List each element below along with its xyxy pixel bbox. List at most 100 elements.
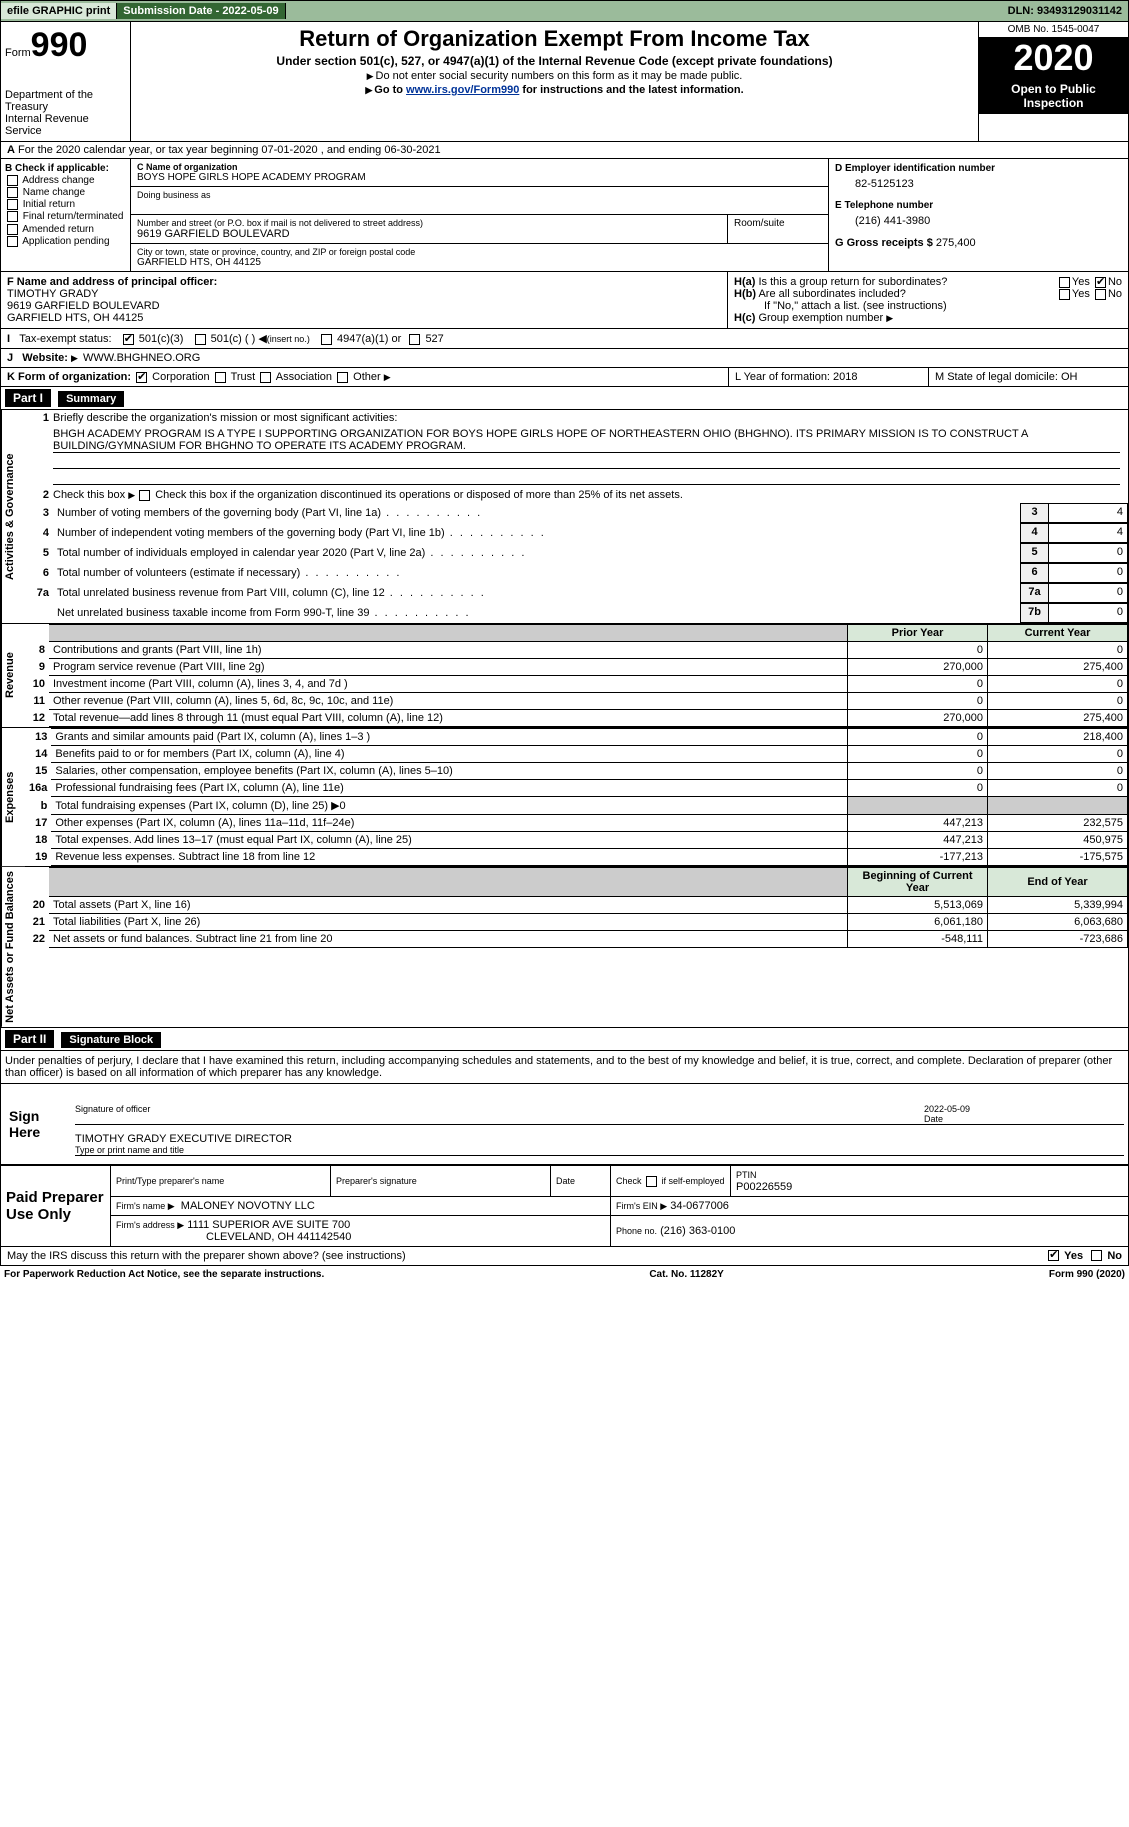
discuss-no[interactable] — [1091, 1250, 1102, 1261]
perjury-text: Under penalties of perjury, I declare th… — [5, 1055, 1124, 1079]
fin-py: 447,213 — [848, 815, 988, 832]
fin-py: 0 — [848, 780, 988, 797]
ptin-label: PTIN — [736, 1170, 757, 1180]
fin-cy: 0 — [988, 780, 1128, 797]
vtab-expenses: Expenses — [1, 728, 25, 866]
col-prior-year: Prior Year — [848, 625, 988, 642]
org-address: 9619 GARFIELD BOULEVARD — [137, 228, 721, 240]
opt-trust: Trust — [231, 371, 256, 383]
fin-desc: Total expenses. Add lines 13–17 (must eq… — [55, 834, 411, 846]
discuss-yes[interactable] — [1048, 1250, 1059, 1261]
hc-text: Group exemption number — [758, 312, 883, 324]
firm-phone-label: Phone no. — [616, 1226, 657, 1236]
note-goto-a: Go to — [374, 84, 406, 96]
chk-initial[interactable] — [7, 199, 18, 210]
opt-address-change: Address change — [22, 175, 94, 186]
chk-501c3[interactable] — [123, 334, 134, 345]
prep-name-label: Print/Type preparer's name — [116, 1176, 224, 1186]
fin-cy: 0 — [988, 746, 1128, 763]
prep-check: Check if self-employed — [616, 1176, 725, 1186]
fin-cy: 275,400 — [988, 710, 1128, 727]
form-header: Form990 Department of the Treasury Inter… — [0, 22, 1129, 142]
prep-date-label: Date — [556, 1176, 575, 1186]
chk-address-change[interactable] — [7, 175, 18, 186]
sig-officer-label: Signature of officer — [75, 1102, 924, 1124]
gov-line-val: 0 — [1048, 583, 1128, 603]
fin-py: 270,000 — [848, 659, 988, 676]
sig-name-label: Type or print name and title — [75, 1145, 184, 1155]
fin-cy: 0 — [988, 676, 1128, 693]
ha-no[interactable] — [1095, 277, 1106, 288]
prep-sig-label: Preparer's signature — [336, 1176, 417, 1186]
gov-line-num: 7a — [1020, 583, 1048, 603]
dln-label: DLN: 93493129031142 — [1002, 3, 1128, 19]
chk-name-change[interactable] — [7, 187, 18, 198]
opt-4947: 4947(a)(1) or — [337, 333, 401, 345]
sig-date-label: Date — [924, 1114, 943, 1124]
addr-label: Number and street (or P.O. box if mail i… — [137, 218, 721, 228]
ein-value: 82-5125123 — [855, 178, 1122, 190]
fin-desc: Total revenue—add lines 8 through 11 (mu… — [53, 712, 443, 724]
fin-cy: 218,400 — [988, 729, 1128, 746]
chk-other[interactable] — [337, 372, 348, 383]
part1-title: Summary — [58, 391, 124, 407]
vtab-activities: Activities & Governance — [1, 410, 25, 623]
firm-addr2: CLEVELAND, OH 441142540 — [116, 1231, 351, 1243]
gov-line-val: 0 — [1048, 563, 1128, 583]
fin-desc: Salaries, other compensation, employee b… — [55, 765, 452, 777]
firm-ein: 34-0677006 — [670, 1200, 729, 1212]
opt-501c3: 501(c)(3) — [139, 333, 184, 345]
chk-self-employed[interactable] — [646, 1176, 657, 1187]
opt-corp: Corporation — [152, 371, 209, 383]
year-formation: L Year of formation: 2018 — [728, 368, 928, 386]
opt-amended: Amended return — [22, 224, 94, 235]
opt-assoc: Association — [276, 371, 332, 383]
chk-527[interactable] — [409, 334, 420, 345]
fin-py: 5,513,069 — [848, 897, 988, 914]
hb-no[interactable] — [1095, 289, 1106, 300]
fin-cy: -723,686 — [988, 931, 1128, 948]
chk-assoc[interactable] — [260, 372, 271, 383]
officer-addr1: 9619 GARFIELD BOULEVARD — [7, 300, 160, 312]
gov-line-val: 4 — [1048, 503, 1128, 523]
chk-amended[interactable] — [7, 224, 18, 235]
col-current-year: Current Year — [988, 625, 1128, 642]
irs-link[interactable]: www.irs.gov/Form990 — [406, 84, 519, 96]
fin-cy: 0 — [988, 693, 1128, 710]
gov-line-num: 5 — [1020, 543, 1048, 563]
col-eoy: End of Year — [988, 868, 1128, 897]
gross-label: G Gross receipts $ — [835, 237, 936, 249]
paid-preparer-label: Paid Preparer Use Only — [1, 1165, 111, 1246]
ha-yes[interactable] — [1059, 277, 1070, 288]
chk-final[interactable] — [7, 211, 18, 222]
hb-yes[interactable] — [1059, 289, 1070, 300]
gov-line-text: Total number of volunteers (estimate if … — [53, 565, 1016, 581]
officer-addr2: GARFIELD HTS, OH 44125 — [7, 312, 143, 324]
fin-py: 0 — [848, 746, 988, 763]
chk-4947[interactable] — [321, 334, 332, 345]
chk-discontinued[interactable] — [139, 490, 150, 501]
col-boy: Beginning of Current Year — [848, 868, 988, 897]
fin-cy: 6,063,680 — [988, 914, 1128, 931]
opt-501c: 501(c) ( ) — [211, 333, 256, 345]
opt-initial: Initial return — [23, 199, 75, 210]
chk-corp[interactable] — [136, 372, 147, 383]
submission-date-button[interactable]: Submission Date - 2022-05-09 — [117, 3, 285, 19]
dba-label: Doing business as — [137, 190, 822, 200]
city-label: City or town, state or province, country… — [137, 247, 822, 257]
fin-desc: Total liabilities (Part X, line 26) — [53, 916, 200, 928]
efile-button[interactable]: efile GRAPHIC print — [1, 3, 117, 19]
sign-here-label: Sign Here — [5, 1088, 75, 1160]
chk-pending[interactable] — [7, 236, 18, 247]
box-b: B Check if applicable: Address change Na… — [1, 159, 131, 271]
chk-501c[interactable] — [195, 334, 206, 345]
chk-trust[interactable] — [215, 372, 226, 383]
fin-py: -548,111 — [848, 931, 988, 948]
fin-desc: Grants and similar amounts paid (Part IX… — [55, 731, 370, 743]
org-name: BOYS HOPE GIRLS HOPE ACADEMY PROGRAM — [137, 172, 822, 183]
firm-name: MALONEY NOVOTNY LLC — [181, 1200, 315, 1212]
phone-value: (216) 441-3980 — [855, 215, 1122, 227]
phone-label: E Telephone number — [835, 200, 1122, 211]
fin-py: 0 — [848, 676, 988, 693]
form-label: Form — [5, 47, 31, 59]
